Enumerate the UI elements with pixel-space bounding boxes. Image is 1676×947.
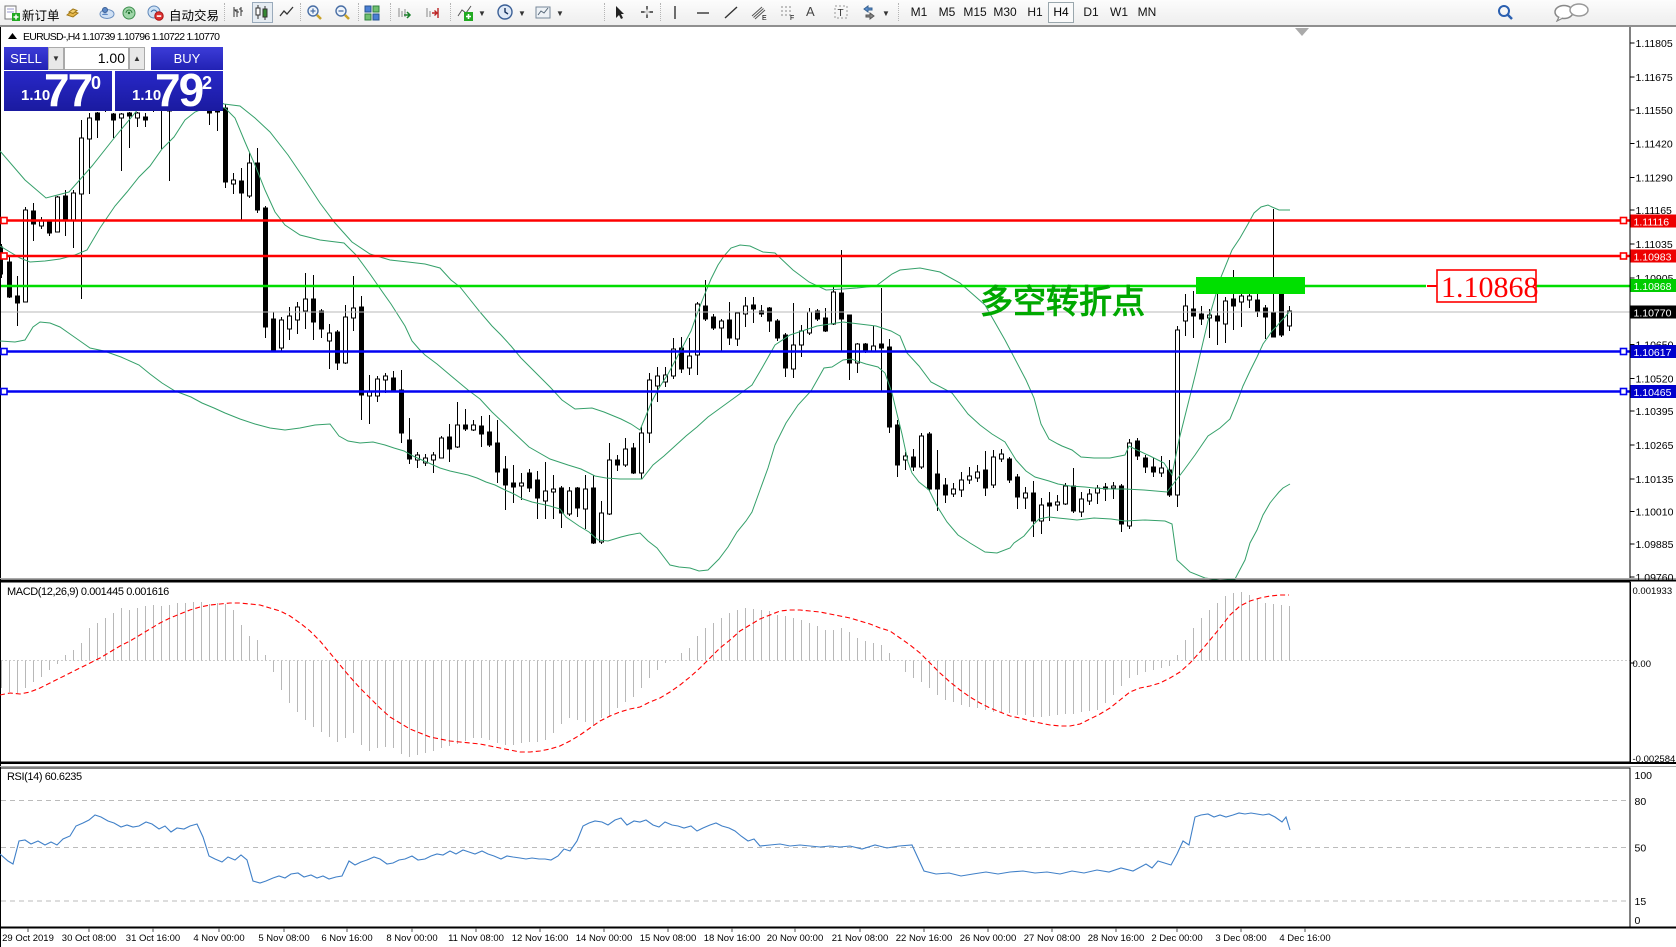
svg-text:-0.002584: -0.002584 bbox=[1633, 754, 1676, 765]
svg-text:1.10265: 1.10265 bbox=[1636, 440, 1674, 452]
svg-text:4 Dec 16:00: 4 Dec 16:00 bbox=[1279, 933, 1330, 944]
svg-text:15: 15 bbox=[1635, 896, 1647, 908]
svg-text:20 Nov 00:00: 20 Nov 00:00 bbox=[767, 933, 824, 944]
svg-text:F: F bbox=[790, 15, 794, 22]
svg-text:18 Nov 16:00: 18 Nov 16:00 bbox=[704, 933, 761, 944]
svg-text:0.00: 0.00 bbox=[1633, 659, 1652, 670]
svg-text:1.11116: 1.11116 bbox=[1634, 217, 1670, 229]
svg-text:100: 100 bbox=[1635, 770, 1653, 782]
svg-text:T: T bbox=[838, 8, 844, 19]
svg-text:5 Nov 08:00: 5 Nov 08:00 bbox=[258, 933, 309, 944]
svg-text:1.10135: 1.10135 bbox=[1636, 474, 1674, 486]
svg-text:1.10465: 1.10465 bbox=[1634, 387, 1672, 399]
svg-text:8 Nov 00:00: 8 Nov 00:00 bbox=[386, 933, 437, 944]
svg-text:1.10983: 1.10983 bbox=[1634, 252, 1672, 264]
svg-text:3 Dec 08:00: 3 Dec 08:00 bbox=[1215, 933, 1266, 944]
svg-text:EURUSD-,H4 1.10739 1.10796 1.: EURUSD-,H4 1.10739 1.10796 1.10722 1.107… bbox=[23, 31, 220, 43]
svg-text:1.11805: 1.11805 bbox=[1636, 38, 1673, 50]
svg-text:多空转折点: 多空转折点 bbox=[980, 283, 1145, 320]
svg-text:1.10770: 1.10770 bbox=[1634, 308, 1672, 320]
svg-text:80: 80 bbox=[1635, 796, 1647, 808]
svg-text:12 Nov 16:00: 12 Nov 16:00 bbox=[512, 933, 569, 944]
svg-text:11 Nov 08:00: 11 Nov 08:00 bbox=[448, 933, 504, 944]
svg-text:1.10868: 1.10868 bbox=[1634, 281, 1672, 293]
svg-text:1.11035: 1.11035 bbox=[1636, 239, 1673, 251]
svg-text:1.10617: 1.10617 bbox=[1634, 347, 1672, 359]
svg-text:30 Oct 08:00: 30 Oct 08:00 bbox=[62, 933, 116, 944]
svg-text:1.10010: 1.10010 bbox=[1636, 507, 1674, 519]
svg-text:1.11290: 1.11290 bbox=[1636, 173, 1673, 185]
svg-text:50: 50 bbox=[1635, 843, 1647, 855]
svg-text:1.11165: 1.11165 bbox=[1636, 205, 1673, 217]
svg-text:2 Dec 00:00: 2 Dec 00:00 bbox=[1151, 933, 1202, 944]
svg-text:E: E bbox=[762, 15, 767, 22]
svg-text:0.001933: 0.001933 bbox=[1633, 586, 1673, 597]
svg-text:1.11550: 1.11550 bbox=[1636, 105, 1673, 117]
svg-text:6 Nov 16:00: 6 Nov 16:00 bbox=[321, 933, 372, 944]
svg-text:1.11675: 1.11675 bbox=[1636, 72, 1673, 84]
svg-text:1.10868: 1.10868 bbox=[1441, 271, 1539, 304]
svg-text:15 Nov 08:00: 15 Nov 08:00 bbox=[640, 933, 697, 944]
svg-text:31 Oct 16:00: 31 Oct 16:00 bbox=[126, 933, 180, 944]
svg-text:RSI(14) 60.6235: RSI(14) 60.6235 bbox=[7, 771, 82, 783]
svg-text:1.11420: 1.11420 bbox=[1636, 139, 1673, 151]
svg-text:4 Nov 00:00: 4 Nov 00:00 bbox=[193, 933, 244, 944]
svg-text:1.10395: 1.10395 bbox=[1636, 406, 1674, 418]
svg-text:1.10520: 1.10520 bbox=[1636, 374, 1674, 386]
svg-text:28 Nov 16:00: 28 Nov 16:00 bbox=[1088, 933, 1145, 944]
svg-text:27 Nov 08:00: 27 Nov 08:00 bbox=[1024, 933, 1081, 944]
svg-text:26 Nov 00:00: 26 Nov 00:00 bbox=[960, 933, 1017, 944]
svg-text:MACD(12,26,9) 0.001445 0.00161: MACD(12,26,9) 0.001445 0.001616 bbox=[7, 586, 169, 598]
svg-text:21 Nov 08:00: 21 Nov 08:00 bbox=[832, 933, 889, 944]
svg-text:22 Nov 16:00: 22 Nov 16:00 bbox=[896, 933, 953, 944]
svg-text:14 Nov 00:00: 14 Nov 00:00 bbox=[576, 933, 633, 944]
svg-text:1.09760: 1.09760 bbox=[1636, 572, 1674, 584]
svg-text:0: 0 bbox=[1635, 915, 1641, 927]
svg-text:29 Oct 2019: 29 Oct 2019 bbox=[2, 933, 54, 944]
svg-text:1.09885: 1.09885 bbox=[1636, 539, 1674, 551]
